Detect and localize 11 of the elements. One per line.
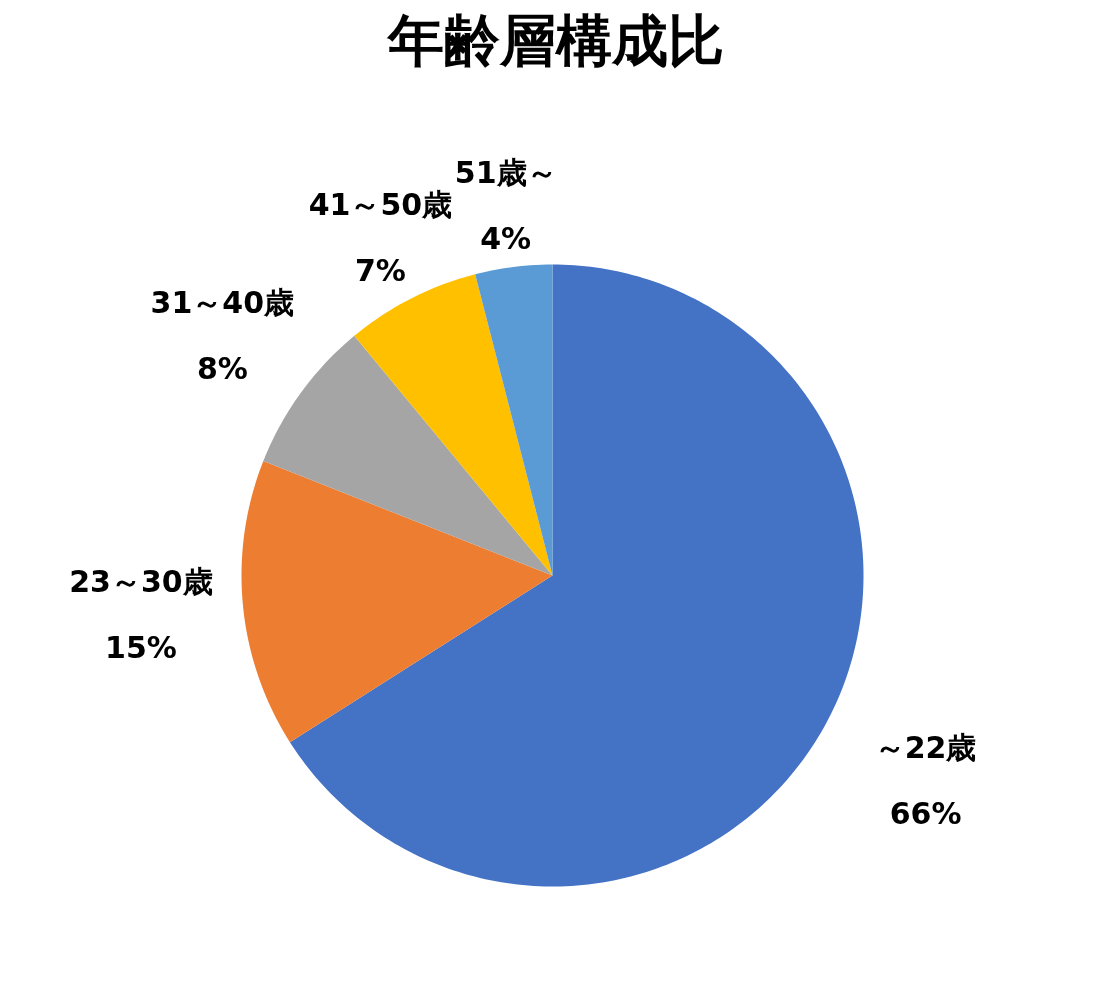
slice-label: 41～50歳	[308, 187, 453, 223]
slice-label: 23～30歳	[69, 563, 213, 599]
data-label: 8%	[196, 351, 248, 387]
data-label: 7%	[354, 253, 406, 289]
data-label: 15%	[105, 629, 177, 665]
slice-label: ～22歳	[874, 730, 977, 766]
slice-label: 31～40歳	[150, 285, 295, 321]
slice-label: 51歳～	[454, 154, 557, 190]
data-label: 66%	[889, 796, 962, 832]
data-label: 4%	[480, 220, 532, 256]
chart-title: 年齢層構成比	[385, 7, 724, 73]
